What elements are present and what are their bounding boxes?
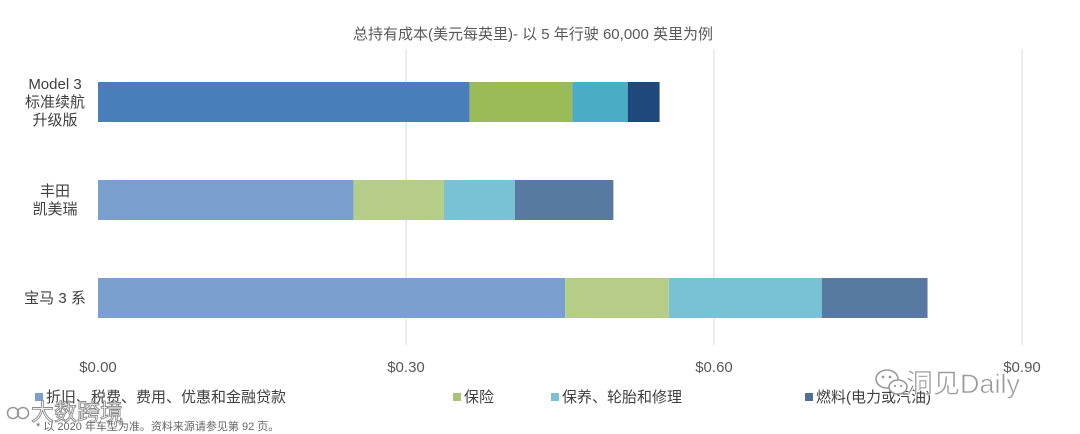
bar-segment <box>98 82 470 122</box>
y-category-label: 丰田 <box>40 183 70 200</box>
legend: 折旧、税费、费用、优惠和金融贷款 保险 保养、轮胎和修理 燃料(电力或汽油) <box>35 388 931 406</box>
x-axis-tick-labels: $0.00 $0.30 $0.60 $0.90 <box>79 359 1041 376</box>
legend-label: 折旧、税费、费用、优惠和金融贷款 <box>46 389 286 406</box>
bar-segment <box>572 82 628 122</box>
watermark-logo-icon <box>6 406 30 420</box>
watermark-text-right: 洞见Daily <box>906 369 1021 399</box>
bar-segment <box>98 180 354 220</box>
legend-marker <box>453 393 461 401</box>
legend-label: 保险 <box>464 389 494 406</box>
x-tick-label: $0.60 <box>695 359 733 376</box>
legend-marker <box>35 393 43 401</box>
x-tick-label: $0.30 <box>387 359 425 376</box>
bar-segment <box>443 180 515 220</box>
x-tick-label: $0.90 <box>1003 359 1041 376</box>
bar-segment <box>668 278 822 318</box>
y-category-label: 宝马 3 系 <box>24 290 86 307</box>
bar-segment <box>514 180 614 220</box>
y-category-label: 标准续航 <box>25 94 85 111</box>
x-tick-label: $0.00 <box>79 359 117 376</box>
bar-segment <box>821 278 928 318</box>
y-category-label: 凯美瑞 <box>32 201 77 218</box>
bar-segment <box>627 82 660 122</box>
legend-marker <box>805 393 813 401</box>
watermark-text-left: 大数跨境 <box>31 399 123 425</box>
legend-label: 保养、轮胎和修理 <box>562 389 682 406</box>
bar-segment <box>565 278 669 318</box>
chart-title: 总持有成本(美元每英里)- 以 5 年行驶 60,000 英里为例 <box>353 25 713 43</box>
bar-segment <box>469 82 573 122</box>
wechat-icon <box>875 369 908 395</box>
y-category-label: Model 3 <box>28 76 81 93</box>
y-category-label: 升级版 <box>32 112 77 129</box>
footnote: * 以 2020 年车型为准。资料来源请参见第 92 页。 <box>36 419 279 433</box>
bar-segment <box>98 278 566 318</box>
bars <box>98 82 928 318</box>
bar-segment <box>353 180 444 220</box>
watermark-right: 洞见Daily <box>875 369 1021 399</box>
legend-marker <box>551 393 559 401</box>
watermark-left: 大数跨境 <box>6 399 123 425</box>
